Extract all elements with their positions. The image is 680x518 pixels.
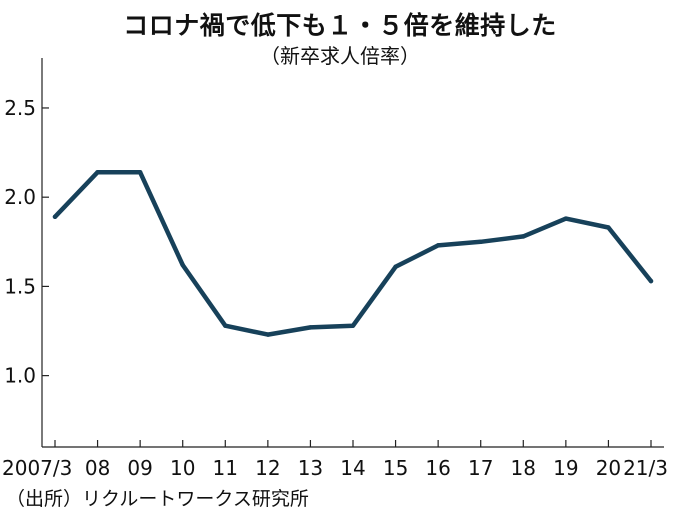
chart-title: コロナ禍で低下も１・５倍を維持した [123, 11, 557, 40]
data-point [95, 170, 100, 175]
x-tick-label: 20 [596, 456, 621, 480]
x-tick-label: 17 [468, 456, 493, 480]
x-tick-label: 13 [298, 456, 323, 480]
data-point [521, 234, 526, 239]
x-tick-label: 10 [170, 456, 195, 480]
x-tick-label: 19 [553, 456, 578, 480]
x-tick-label: 09 [127, 456, 152, 480]
data-point [350, 323, 356, 328]
x-tick-label: 11 [213, 456, 238, 480]
y-tick-label: 2.0 [4, 185, 36, 209]
x-tick-label: 18 [511, 456, 536, 480]
data-point [606, 225, 611, 230]
x-tick-label: 21/3 [623, 456, 668, 480]
data-point [308, 325, 313, 330]
data-point [265, 332, 271, 337]
x-ticks: 2007/3 08 09 10 11 12 13 14 15 16 17 18 19 20 21/3 [2, 440, 668, 480]
series-line [52, 169, 654, 337]
y-tick-label: 1.5 [4, 274, 36, 298]
x-tick-label: 15 [383, 456, 408, 480]
x-tick-label: 2007/3 [2, 456, 72, 480]
data-point [137, 170, 143, 175]
x-tick-label: 16 [425, 456, 450, 480]
x-tick-label: 14 [340, 456, 365, 480]
x-tick-label: 08 [85, 456, 110, 480]
y-ticks: 1.0 1.5 2.0 2.5 [4, 96, 49, 388]
y-tick-label: 2.5 [4, 96, 36, 120]
data-point [435, 243, 441, 248]
y-tick-label: 1.0 [4, 364, 36, 388]
source-note: （出所）リクルートワークス研究所 [6, 488, 309, 510]
data-point [393, 264, 398, 269]
data-point [180, 262, 185, 268]
x-tick-label: 12 [255, 456, 280, 480]
data-point [648, 278, 654, 284]
data-point [52, 214, 58, 220]
data-point [223, 323, 228, 328]
series-layer [52, 169, 654, 337]
data-point [563, 216, 569, 221]
chart-subtitle: （新卒求人倍率） [260, 44, 420, 68]
data-point [478, 239, 483, 244]
